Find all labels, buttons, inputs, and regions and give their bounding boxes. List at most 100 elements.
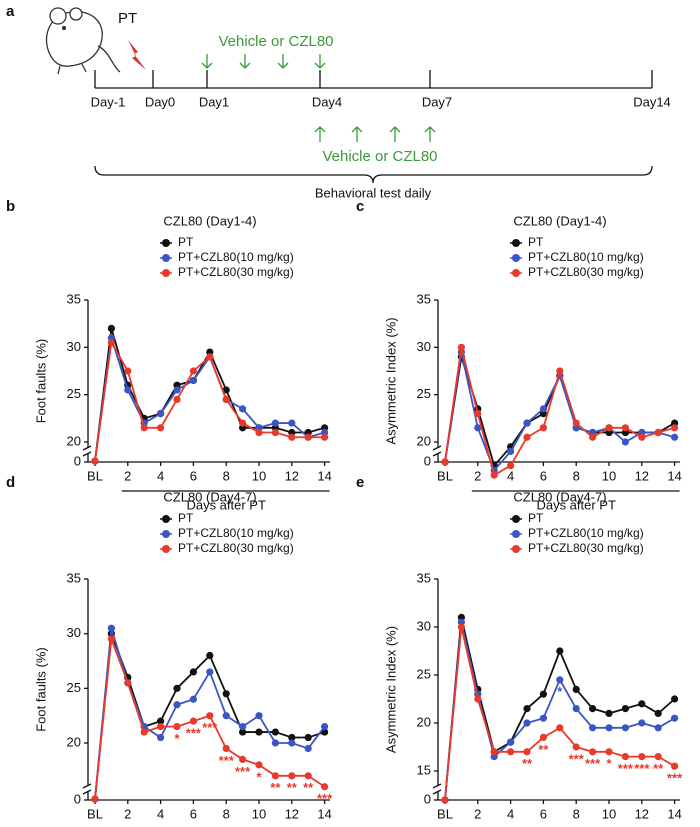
legend-marker — [512, 239, 520, 247]
data-point — [271, 428, 279, 437]
data-point — [589, 433, 597, 441]
data-point — [507, 447, 515, 456]
legend-label: PT+CZL80(10 mg/kg) — [178, 250, 294, 264]
data-point — [556, 724, 564, 732]
y-tick-label: 35 — [417, 570, 431, 585]
legend-marker — [512, 530, 520, 538]
significance-mark: *** — [585, 756, 601, 771]
data-point — [157, 733, 165, 742]
chart-title: CZL80 (Day1-4) — [163, 213, 256, 228]
legend-label: PT — [528, 235, 544, 249]
chart-title: CZL80 (Day4-7) — [163, 489, 256, 504]
treatment-arrows-up — [314, 126, 436, 142]
data-point — [572, 419, 580, 427]
data-point — [556, 676, 564, 684]
data-point — [255, 428, 263, 437]
data-point — [222, 690, 230, 698]
y-tick-label: 15 — [417, 762, 431, 777]
data-point — [288, 419, 296, 427]
x-tick-label: 12 — [635, 806, 649, 821]
data-point — [441, 796, 449, 804]
x-axis-label: Days after PT — [186, 497, 266, 512]
data-point — [239, 728, 247, 736]
significance-mark: ** — [653, 761, 664, 776]
data-point — [107, 339, 115, 347]
data-point — [490, 471, 498, 479]
x-tick-label: 12 — [285, 468, 299, 483]
data-point — [638, 433, 646, 441]
data-point — [173, 701, 181, 709]
day-label: Day14 — [633, 94, 671, 109]
x-tick-label: 2 — [474, 806, 481, 821]
y-axis-label: Foot faults (%) — [33, 339, 48, 424]
chart-panel: c CZL80 (Day1-4) 0 20 25 30 35 BL 2 4 6 8 10 12 14 Days… — [356, 198, 682, 512]
data-point — [457, 343, 465, 351]
data-point — [572, 705, 580, 713]
data-point — [157, 723, 165, 731]
chart-panel: e CZL80 (Day4-7) 0 15 20 25 30 35 BL 2 4 6 8 10 12 14 Da… — [356, 474, 683, 821]
significance-mark: ** — [287, 780, 298, 795]
chart-title: CZL80 (Day1-4) — [513, 213, 606, 228]
x-tick-label: 2 — [474, 468, 481, 483]
data-point — [255, 728, 263, 736]
data-point — [556, 647, 564, 655]
data-point — [474, 410, 482, 418]
data-point — [189, 717, 197, 725]
data-point — [539, 714, 547, 722]
legend-marker — [162, 239, 170, 247]
data-point — [605, 748, 613, 756]
data-point — [239, 405, 247, 413]
pt-label: PT — [118, 10, 137, 27]
data-point — [572, 685, 580, 693]
data-point — [173, 386, 181, 394]
data-point — [107, 624, 115, 632]
data-point — [157, 424, 165, 432]
data-point — [621, 753, 629, 761]
y-tick-label: 30 — [67, 625, 81, 640]
data-point — [539, 424, 547, 432]
data-point — [157, 410, 165, 418]
data-point — [222, 744, 230, 753]
data-point — [523, 419, 531, 427]
significance-mark: *** — [186, 726, 202, 741]
data-point — [239, 419, 247, 427]
x-tick-label: 10 — [252, 806, 266, 821]
chart-title: CZL80 (Day4-7) — [513, 489, 606, 504]
x-tick-label: 14 — [317, 806, 331, 821]
data-point — [222, 712, 230, 720]
y-tick-label: 25 — [417, 386, 431, 401]
data-point — [173, 723, 181, 731]
data-point — [189, 376, 197, 385]
significance-mark: *** — [219, 753, 235, 768]
data-point — [539, 733, 547, 741]
y-tick-label: 0 — [74, 453, 81, 468]
x-tick-label: 4 — [507, 806, 514, 821]
x-tick-label: 2 — [124, 468, 131, 483]
data-point — [539, 690, 547, 698]
data-point — [157, 717, 165, 725]
timeline-panel: a PT Day-1 Day0 Day1 Day4 Day7 Day14 Veh… — [6, 3, 671, 200]
data-point — [239, 755, 247, 763]
data-point — [222, 395, 230, 403]
panel-label: c — [356, 198, 364, 215]
legend-marker — [512, 269, 520, 277]
significance-mark: * — [606, 756, 612, 771]
data-point — [304, 733, 312, 742]
y-tick-label: 20 — [67, 433, 81, 448]
day-label: Day4 — [312, 94, 342, 109]
data-point — [255, 761, 263, 769]
data-point — [474, 424, 482, 432]
x-tick-label: BL — [87, 806, 103, 821]
y-axis-label: Asymmetric Index (%) — [383, 626, 398, 753]
panel-label: d — [6, 474, 15, 491]
y-tick-label: 30 — [67, 339, 81, 354]
legend-marker — [162, 269, 170, 277]
x-tick-label: 4 — [157, 468, 164, 483]
x-tick-label: 8 — [573, 468, 580, 483]
legend-marker — [512, 254, 520, 262]
x-axis-label: Days after PT — [536, 497, 616, 512]
data-point — [589, 748, 597, 756]
data-point — [638, 753, 646, 761]
data-point — [206, 353, 214, 361]
